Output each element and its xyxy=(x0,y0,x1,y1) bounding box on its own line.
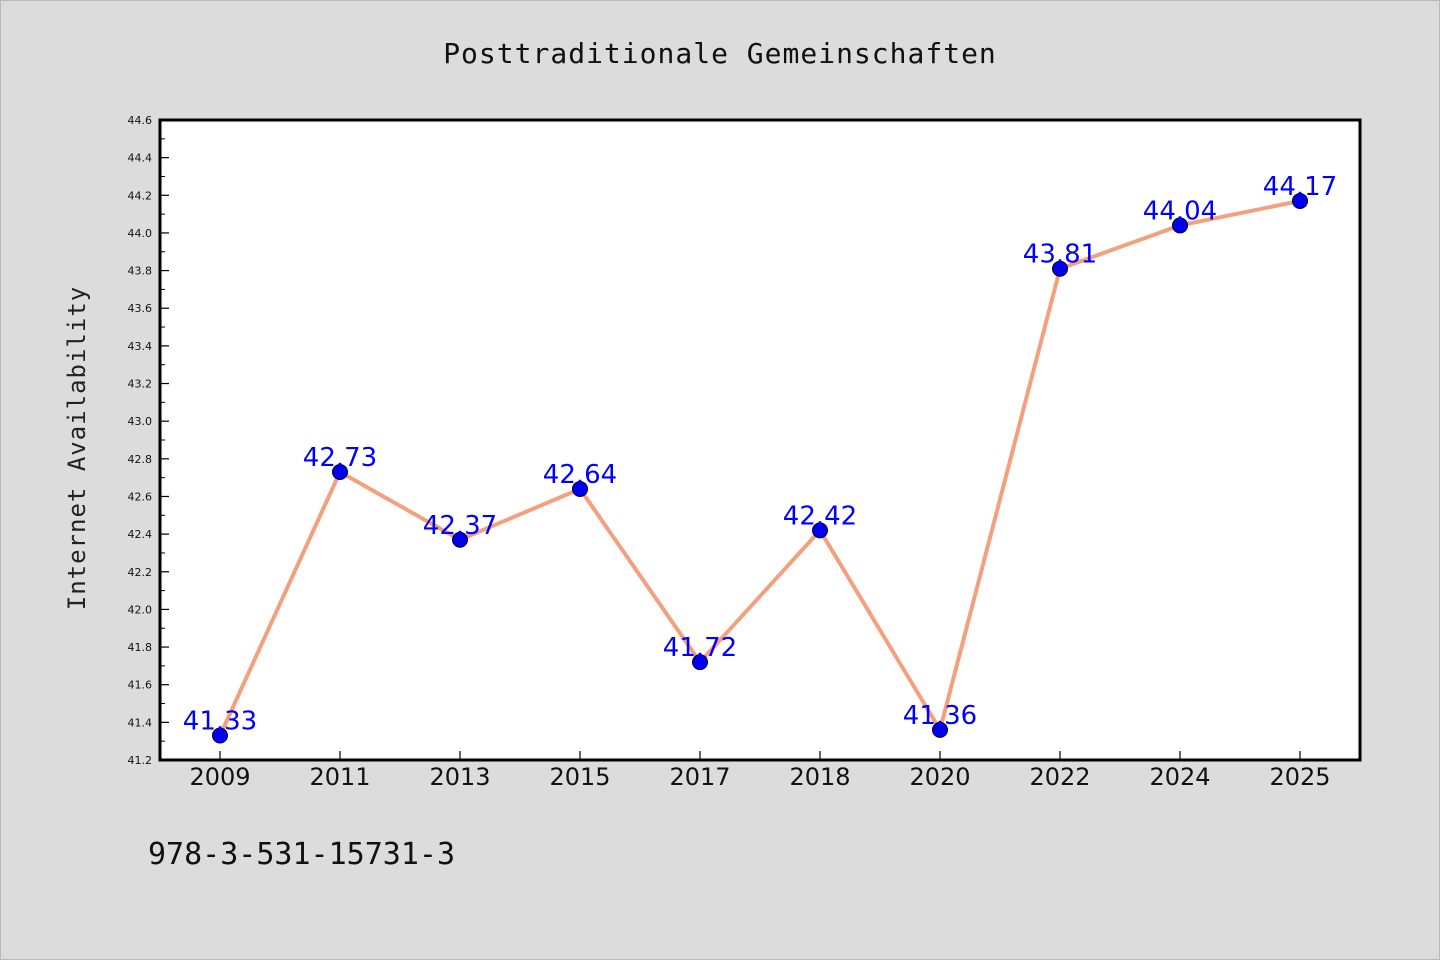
x-tick-label: 2025 xyxy=(1269,763,1330,791)
data-label: 43.81 xyxy=(1023,240,1097,270)
x-tick-label: 2017 xyxy=(669,763,730,791)
x-tick-label: 2009 xyxy=(189,763,250,791)
x-axis-ticks: 2009 2011 2013 2015 2017 2018 2020 2022 2024 2025 xyxy=(189,751,1331,791)
x-tick-label: 2018 xyxy=(789,763,850,791)
data-point-marker xyxy=(932,721,948,738)
y-tick-label: 42.6 xyxy=(128,490,153,503)
y-axis-ticks: 41.2 41.4 41.6 41.8 42.0 42.2 42.4 42.6 42.8 43.0… xyxy=(128,114,169,767)
series-line xyxy=(218,198,1302,738)
data-label: 42.42 xyxy=(783,501,857,531)
data-point-marker xyxy=(1292,192,1308,209)
data-label: 42.37 xyxy=(423,511,497,541)
y-tick-label: 42.4 xyxy=(128,528,153,541)
y-tick-label: 41.6 xyxy=(128,679,153,692)
data-point-marker xyxy=(1052,260,1068,277)
data-point-marker xyxy=(812,522,828,539)
footnote-isbn: 978-3-531-15731-3 xyxy=(148,837,455,872)
y-tick-label: 42.0 xyxy=(128,603,153,616)
x-tick-label: 2013 xyxy=(429,763,490,791)
data-point-marker xyxy=(332,464,348,480)
data-point-marker xyxy=(452,531,468,548)
x-tick-label: 2024 xyxy=(1149,763,1210,791)
y-tick-label: 43.4 xyxy=(128,340,153,353)
y-tick-label: 43.0 xyxy=(128,415,153,428)
data-label: 41.36 xyxy=(903,701,977,731)
x-tick-label: 2011 xyxy=(309,763,370,791)
y-tick-label: 44.0 xyxy=(128,227,153,240)
y-tick-label: 43.8 xyxy=(128,265,153,278)
y-tick-label: 41.2 xyxy=(128,754,153,767)
series-layer: 41.33 42.73 42.37 42.64 41.72 42.42 41.36 43.81… xyxy=(183,172,1337,744)
y-tick-label: 42.2 xyxy=(128,566,153,579)
data-label: 41.33 xyxy=(183,707,257,737)
y-tick-label: 44.2 xyxy=(128,189,153,202)
data-point-marker xyxy=(1172,217,1188,234)
y-tick-label: 43.2 xyxy=(128,378,153,391)
data-point-marker xyxy=(572,480,588,497)
data-label: 44.17 xyxy=(1263,172,1337,202)
y-tick-label: 42.8 xyxy=(128,453,153,466)
plot-frame xyxy=(158,118,1362,762)
x-tick-label: 2020 xyxy=(909,763,970,791)
chart-title: Posttraditionale Gemeinschaften xyxy=(443,37,997,70)
y-tick-label: 41.4 xyxy=(128,716,153,729)
data-point-marker xyxy=(692,654,708,671)
data-label: 41.72 xyxy=(663,633,737,663)
data-point-marker xyxy=(212,727,228,744)
y-tick-label: 44.6 xyxy=(128,114,153,127)
y-tick-label: 44.4 xyxy=(128,152,153,165)
plot-area xyxy=(160,120,1360,760)
y-tick-label: 43.6 xyxy=(128,302,153,315)
y-axis-label: Internet Availability xyxy=(63,286,91,610)
y-tick-label: 41.8 xyxy=(128,641,153,654)
data-label: 42.73 xyxy=(303,443,377,473)
data-label: 44.04 xyxy=(1143,196,1217,226)
x-tick-label: 2022 xyxy=(1029,763,1090,791)
data-label: 42.64 xyxy=(543,460,617,490)
x-tick-label: 2015 xyxy=(549,763,610,791)
